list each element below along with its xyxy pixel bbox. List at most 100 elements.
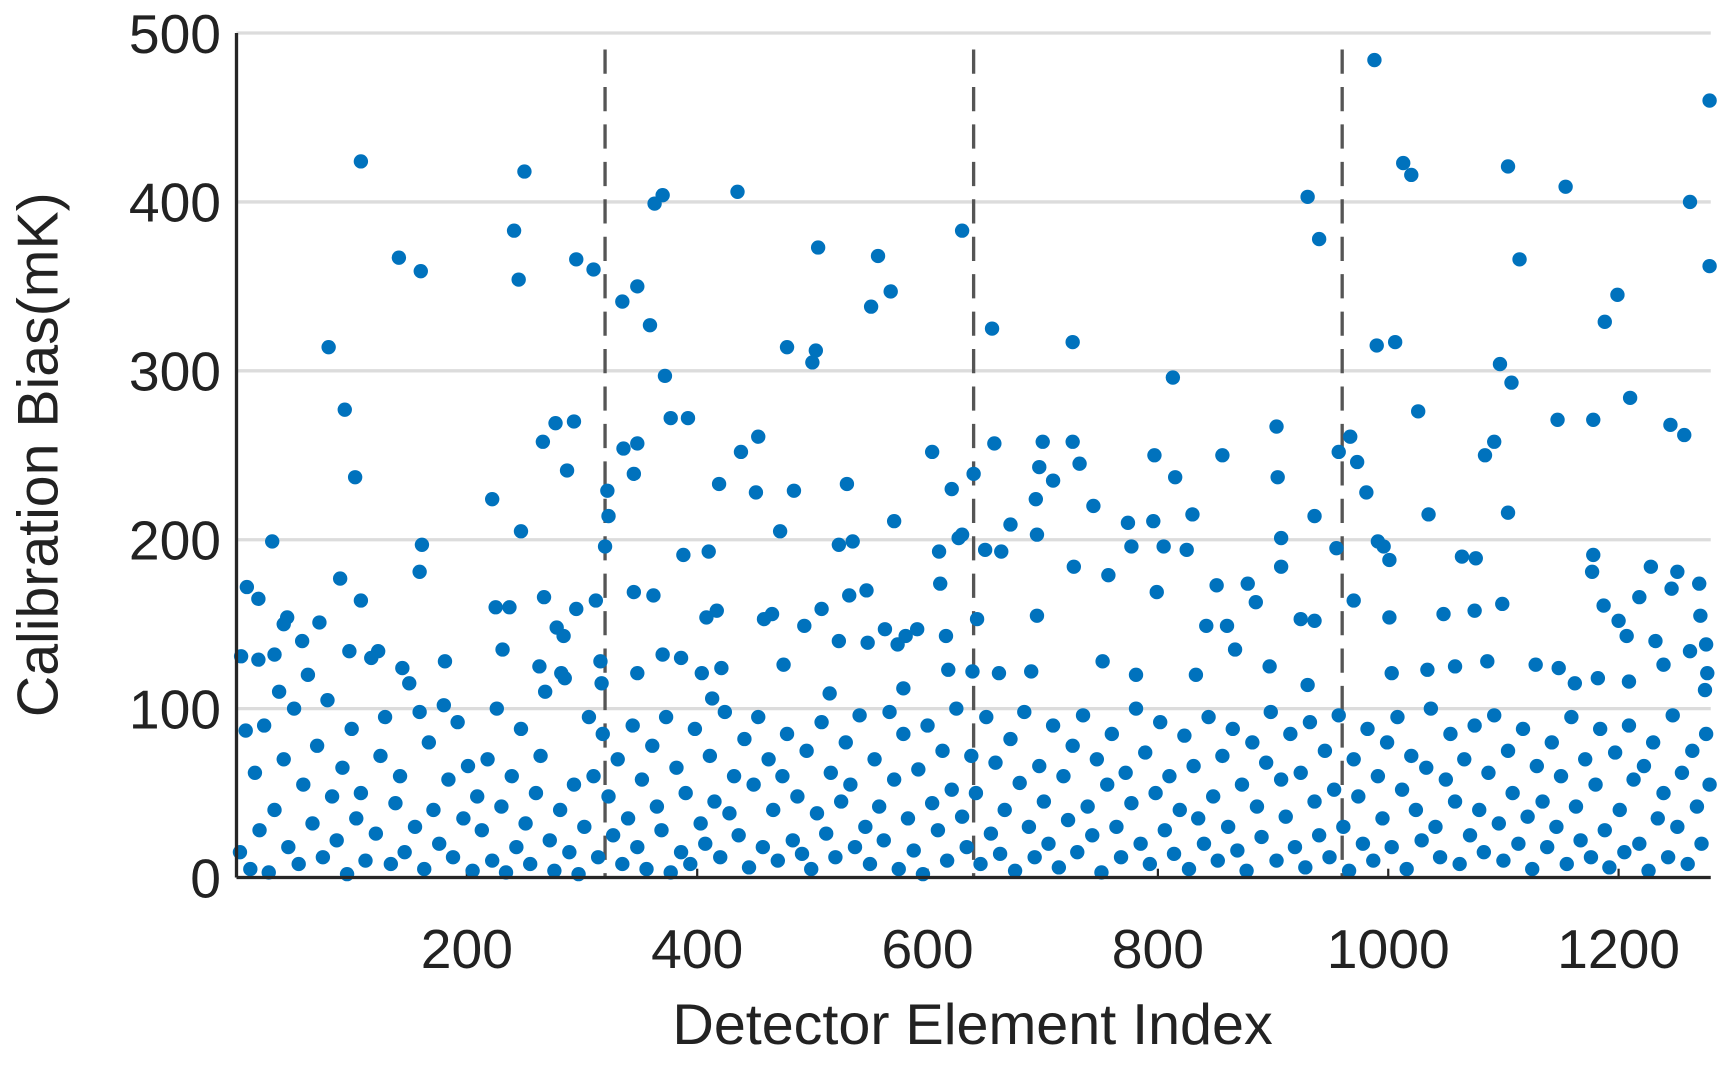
scatter-point <box>1128 667 1144 682</box>
scatter-point <box>1500 505 1516 520</box>
scatter-point <box>1551 660 1566 676</box>
scatter-point <box>909 622 925 637</box>
scatter-point <box>450 714 465 730</box>
scatter-point <box>991 665 1007 681</box>
scatter-point <box>1693 608 1708 623</box>
scatter-point <box>414 537 430 552</box>
scatter-point <box>1273 559 1289 574</box>
scatter-point <box>395 660 410 676</box>
scatter-point <box>657 368 673 384</box>
scatter-point <box>1215 748 1230 764</box>
scatter-point <box>751 429 766 444</box>
scatter-point <box>965 664 980 679</box>
scatter-point <box>577 819 592 835</box>
scatter-point <box>987 436 1002 451</box>
scatter-point <box>542 833 557 848</box>
scatter-point <box>321 340 336 355</box>
x-tick-label: 1200 <box>1557 918 1680 980</box>
scatter-point <box>731 828 746 843</box>
scatter-point <box>267 647 282 662</box>
scatter-point <box>1467 603 1482 618</box>
scatter-point <box>1045 473 1061 488</box>
scatter-point <box>569 252 584 267</box>
scatter-point <box>329 833 344 848</box>
scatter-point <box>676 547 691 563</box>
scatter-point <box>1535 794 1550 809</box>
scatter-point <box>1702 777 1717 792</box>
scatter-point <box>1185 507 1200 522</box>
scatter-point <box>1003 731 1018 747</box>
scatter-point <box>1447 794 1463 809</box>
scatter-point <box>1698 726 1714 742</box>
scatter-point <box>896 726 911 742</box>
scatter-point <box>513 524 529 539</box>
scatter-point <box>1375 811 1390 826</box>
scatter-point <box>819 826 834 841</box>
scatter-point <box>1438 772 1454 787</box>
scatter-point <box>794 846 810 862</box>
scatter-point <box>694 665 709 681</box>
scatter-point <box>828 850 843 865</box>
scatter-point <box>1520 809 1535 824</box>
scatter-point <box>1432 850 1448 865</box>
scatter-point <box>337 402 352 417</box>
scatter-point <box>276 752 291 767</box>
scatter-point <box>595 726 610 742</box>
scatter-point <box>1420 662 1435 677</box>
scatter-point <box>1165 370 1181 385</box>
scatter-point <box>615 294 630 309</box>
scatter-point <box>833 794 849 809</box>
scatter-point <box>931 544 947 559</box>
scatter-point <box>1382 552 1397 568</box>
scatter-point <box>1702 93 1717 108</box>
scatter-point <box>1677 427 1692 443</box>
scatter-point <box>930 823 946 838</box>
scatter-point <box>1070 845 1085 860</box>
scatter-point <box>630 436 645 451</box>
scatter-point <box>586 262 601 277</box>
scatter-point <box>1586 547 1601 563</box>
scatter-point <box>1500 743 1516 758</box>
scatter-point <box>876 833 891 848</box>
scatter-point <box>1590 671 1606 686</box>
scatter-point <box>1254 829 1269 845</box>
x-tick-label: 600 <box>881 918 973 980</box>
scatter-point <box>559 463 575 478</box>
scatter-point <box>1032 758 1047 774</box>
scatter-point <box>1387 334 1403 350</box>
scatter-point <box>1487 708 1502 723</box>
scatter-point <box>1643 559 1659 574</box>
scatter-point <box>373 748 388 764</box>
scatter-point <box>655 647 670 662</box>
scatter-point <box>1269 419 1284 434</box>
scatter-point <box>1307 794 1322 809</box>
scatter-point <box>951 530 966 546</box>
scatter-point <box>1586 412 1601 427</box>
scatter-point <box>495 642 510 657</box>
scatter-point <box>432 836 447 851</box>
scatter-point <box>1205 789 1221 804</box>
scatter-point <box>984 321 1000 336</box>
scatter-point <box>701 544 716 559</box>
scatter-point <box>1370 769 1386 784</box>
scatter-point <box>1124 796 1139 811</box>
scatter-point <box>412 704 427 720</box>
scatter-point <box>862 856 878 872</box>
scatter-point <box>480 752 495 767</box>
scatter-point <box>634 772 650 787</box>
scatter-point <box>911 762 926 777</box>
scatter-point <box>309 738 325 753</box>
scatter-point <box>863 299 879 314</box>
scatter-point <box>1602 860 1617 875</box>
scatter-point <box>1346 593 1361 608</box>
scatter-point <box>616 441 631 456</box>
scatter-point <box>741 860 757 875</box>
scatter-point <box>437 654 453 669</box>
scatter-point <box>1230 843 1245 858</box>
scatter-point <box>761 752 776 767</box>
scatter-point <box>588 593 604 608</box>
scatter-point <box>1109 819 1124 835</box>
scatter-point <box>460 758 476 774</box>
scatter-point <box>988 755 1003 770</box>
